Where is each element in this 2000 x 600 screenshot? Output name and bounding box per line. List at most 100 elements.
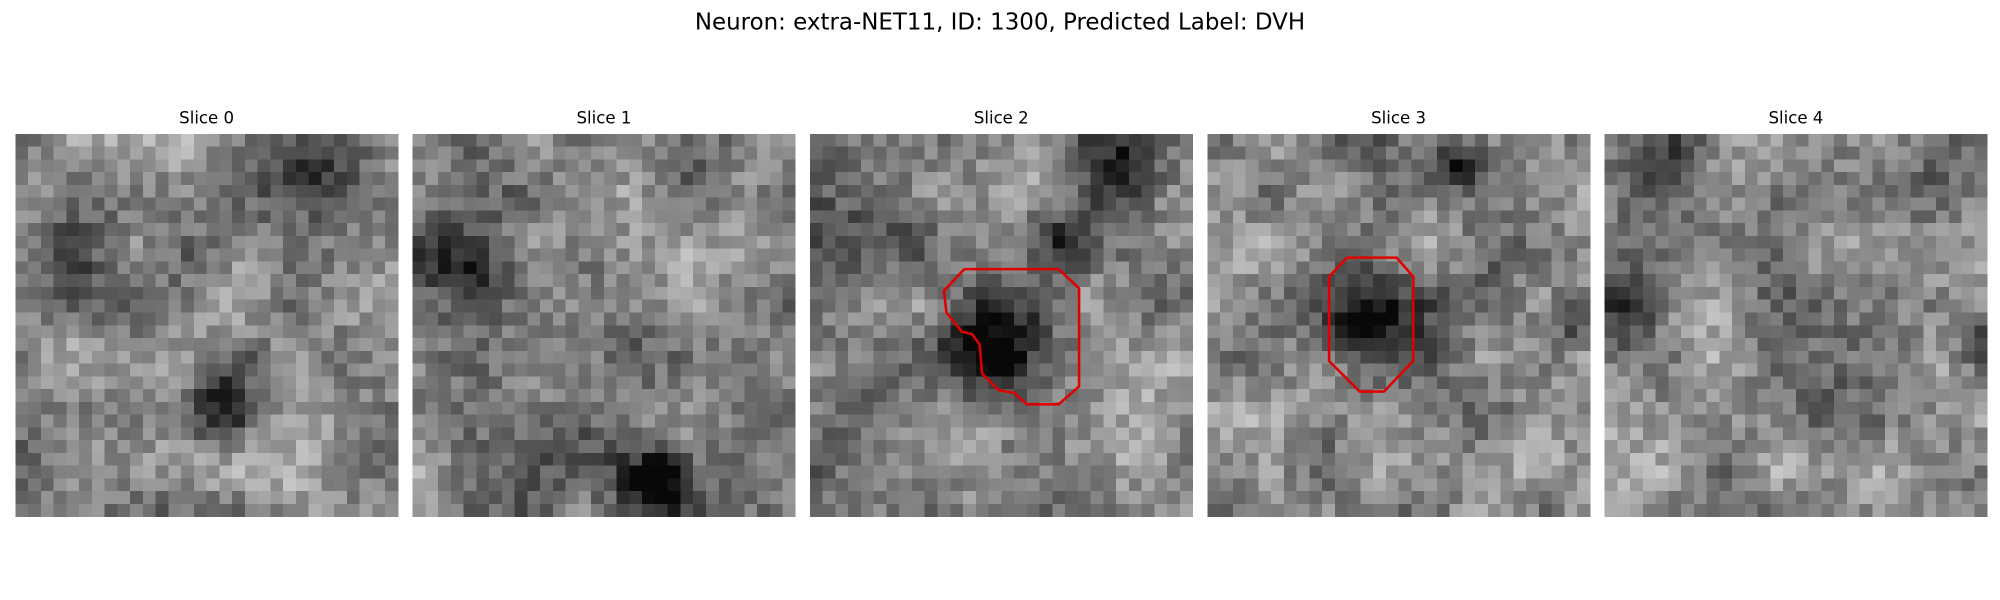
- pixel: [206, 172, 220, 186]
- pixel: [1500, 184, 1514, 199]
- pixel: [950, 184, 964, 199]
- pixel: [1910, 440, 1924, 454]
- pixel: [1411, 452, 1425, 466]
- pixel: [616, 286, 630, 301]
- pixel: [476, 465, 490, 479]
- pixel: [206, 248, 220, 262]
- pixel: [1360, 159, 1374, 173]
- pixel: [1347, 274, 1361, 288]
- pixel: [552, 159, 567, 173]
- pixel: [463, 465, 477, 479]
- pixel: [412, 235, 426, 250]
- pixel: [1436, 299, 1451, 313]
- pixel: [1630, 414, 1644, 428]
- pixel: [822, 172, 836, 186]
- pixel: [1630, 427, 1644, 441]
- pixel: [40, 389, 54, 403]
- pixel: [476, 325, 490, 339]
- pixel: [219, 350, 233, 364]
- pixel: [1642, 261, 1656, 275]
- pixel: [937, 261, 951, 275]
- pixel: [438, 235, 452, 250]
- pixel: [705, 197, 720, 211]
- pixel: [1103, 133, 1117, 148]
- pixel: [1936, 338, 1950, 352]
- pixel: [1258, 184, 1272, 199]
- pixel: [937, 172, 951, 186]
- pixel: [769, 197, 783, 211]
- pixel: [1719, 312, 1733, 326]
- pixel: [450, 286, 465, 301]
- pixel: [1014, 465, 1028, 479]
- pixel: [181, 414, 195, 428]
- pixel: [1732, 376, 1746, 390]
- pixel: [1551, 184, 1565, 199]
- pixel: [860, 274, 875, 288]
- pixel: [1897, 350, 1912, 364]
- pixel: [1577, 427, 1591, 441]
- pixel: [1526, 184, 1540, 199]
- pixel: [438, 325, 452, 339]
- pixel: [1128, 427, 1142, 441]
- pixel: [1936, 389, 1950, 403]
- pixel: [79, 184, 93, 199]
- pixel: [346, 363, 361, 377]
- pixel: [359, 133, 373, 148]
- pixel: [412, 223, 426, 237]
- pixel: [270, 414, 284, 428]
- pixel: [181, 452, 195, 466]
- image-panel: Slice 2: [809, 109, 1193, 517]
- pixel: [1693, 427, 1708, 441]
- pixel: [565, 465, 579, 479]
- pixel: [15, 235, 29, 250]
- pixel: [1360, 184, 1374, 199]
- pixel: [642, 350, 656, 364]
- pixel: [1577, 261, 1591, 275]
- pixel: [1179, 146, 1193, 160]
- pixel: [1167, 184, 1181, 199]
- pixel: [283, 223, 297, 237]
- pixel: [155, 210, 169, 224]
- pixel: [975, 299, 989, 313]
- pixel: [385, 478, 399, 492]
- pixel: [372, 376, 386, 390]
- pixel: [501, 363, 516, 377]
- pixel: [975, 223, 989, 237]
- pixel: [1719, 465, 1733, 479]
- pixel: [950, 427, 964, 441]
- pixel: [886, 312, 900, 326]
- pixel: [1373, 261, 1387, 275]
- pixel: [835, 363, 849, 377]
- pixel: [950, 210, 964, 224]
- pixel: [1897, 376, 1912, 390]
- pixel: [1846, 414, 1861, 428]
- pixel: [1039, 440, 1053, 454]
- pixel: [616, 159, 630, 173]
- pixel: [591, 503, 605, 517]
- pixel: [1757, 427, 1771, 441]
- pixel: [270, 465, 284, 479]
- pixel: [1309, 312, 1323, 326]
- pixel: [1808, 286, 1822, 301]
- pixel: [1207, 338, 1221, 352]
- pixel: [321, 197, 335, 211]
- pixel: [937, 325, 951, 339]
- pixel: [693, 210, 707, 224]
- pixel: [1411, 440, 1425, 454]
- pixel: [1681, 184, 1695, 199]
- pixel: [1322, 261, 1336, 275]
- pixel: [603, 159, 618, 173]
- pixel: [142, 197, 156, 211]
- pixel: [193, 248, 208, 262]
- pixel: [1322, 452, 1336, 466]
- pixel: [1475, 197, 1489, 211]
- pixel: [1360, 414, 1374, 428]
- pixel: [1258, 312, 1272, 326]
- pixel: [1026, 503, 1040, 517]
- pixel: [1026, 452, 1040, 466]
- pixel: [1411, 376, 1425, 390]
- pixel: [540, 172, 554, 186]
- pixel: [1052, 478, 1066, 492]
- pixel: [809, 299, 824, 313]
- pixel: [28, 478, 42, 492]
